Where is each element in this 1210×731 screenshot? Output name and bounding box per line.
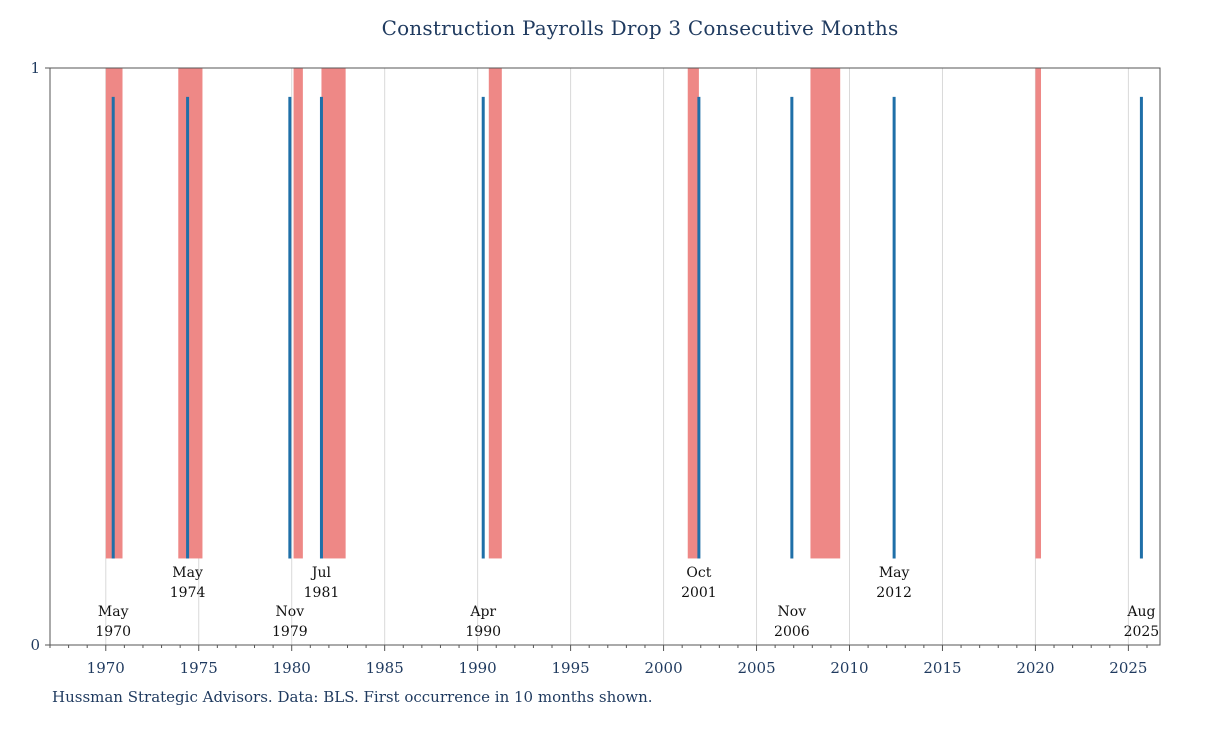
x-tick-label: 2020 (1016, 659, 1054, 677)
chart-title: Construction Payrolls Drop 3 Consecutive… (381, 16, 899, 40)
x-tick-label: 2025 (1109, 659, 1147, 677)
x-tick-label: 1980 (273, 659, 311, 677)
signal-label-year: 1979 (272, 624, 308, 640)
chart-footnote: Hussman Strategic Advisors. Data: BLS. F… (52, 688, 653, 706)
signal-label-month: May (172, 565, 203, 581)
recession-bar (687, 68, 699, 559)
plot-frame (49, 67, 1161, 646)
recession-bar (810, 68, 841, 559)
signal-label-year: 2001 (681, 585, 717, 601)
signal-label-month: Jul (310, 565, 332, 581)
recession-bar (1035, 68, 1042, 559)
signal-label-month: Aug (1126, 604, 1155, 620)
signal-label-year: 1974 (170, 585, 206, 601)
signal-label-month: Apr (469, 604, 496, 620)
signal-label-year: 2006 (774, 624, 810, 640)
recession-bar (293, 68, 303, 559)
x-tick-label: 2005 (737, 659, 775, 677)
recession-bar (488, 68, 502, 559)
y-tick-label: 1 (30, 59, 40, 77)
x-tick-label: 1995 (552, 659, 590, 677)
x-tick-label: 1975 (180, 659, 218, 677)
x-tick-label: 2000 (644, 659, 682, 677)
recession-bar (321, 68, 346, 559)
signal-label-year: 1990 (465, 624, 501, 640)
x-tick-label: 2010 (830, 659, 868, 677)
signal-label-year: 1981 (304, 585, 340, 601)
signal-label-month: Oct (686, 565, 711, 581)
x-tick-label: 1970 (87, 659, 125, 677)
signal-label-year: 2012 (876, 585, 912, 601)
x-tick-label: 1985 (366, 659, 404, 677)
signal-label-month: May (98, 604, 129, 620)
signal-label-month: Nov (276, 604, 305, 620)
signal-label-year: 2025 (1124, 624, 1160, 640)
signal-label-month: Nov (778, 604, 807, 620)
x-tick-label: 1990 (459, 659, 497, 677)
signal-label-month: May (879, 565, 910, 581)
y-tick-label: 0 (30, 636, 40, 654)
x-tick-label: 2015 (923, 659, 961, 677)
signal-label-year: 1970 (95, 624, 131, 640)
recession-bar (178, 68, 203, 559)
